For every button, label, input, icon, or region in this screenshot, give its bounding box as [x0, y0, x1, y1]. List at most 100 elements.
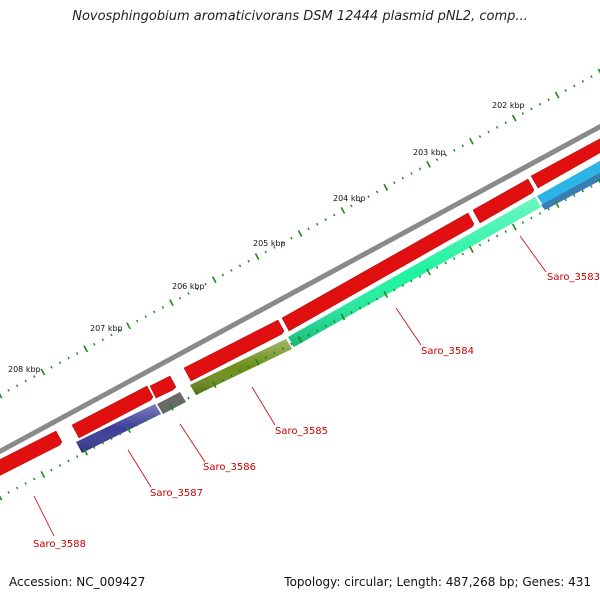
- tick-mark: [297, 230, 303, 237]
- forward-strand-genes: [0, 136, 600, 478]
- tick-mark: [273, 245, 276, 249]
- inner-tick-mark: [478, 243, 482, 247]
- tick-mark: [290, 236, 293, 240]
- tick-mark: [393, 181, 396, 185]
- tick-mark: [410, 172, 413, 175]
- inner-tick-mark: [7, 491, 10, 494]
- inner-tick-mark: [126, 426, 131, 433]
- gene-saro-3586-cds[interactable]: [157, 392, 186, 414]
- inner-tick-mark: [101, 441, 105, 445]
- tick-ring: [0, 68, 600, 399]
- kbp-label-208: 208 kbp: [8, 365, 41, 374]
- gene-saro-3583-cds[interactable]: [537, 158, 600, 205]
- inner-tick-mark: [418, 275, 422, 278]
- tick-mark: [597, 68, 600, 74]
- tick-mark: [504, 121, 507, 125]
- tick-mark: [118, 329, 122, 332]
- tick-mark: [230, 269, 233, 272]
- inner-tick-mark: [290, 342, 293, 346]
- tick-mark: [564, 89, 567, 92]
- kbp-label-202: 202 kbp: [492, 101, 525, 110]
- inner-tick-mark: [161, 410, 165, 413]
- forward-cds[interactable]: [183, 319, 285, 382]
- inner-tick-mark: [573, 194, 576, 197]
- kbp-label-206: 206 kbp: [172, 282, 205, 291]
- kbp-label-203: 203 kbp: [413, 148, 446, 157]
- tick-mark: [67, 356, 70, 360]
- gene-label-saro-3587[interactable]: Saro_3587: [150, 488, 203, 499]
- kbp-label-204: 204 kbp: [333, 194, 366, 203]
- inner-tick-mark: [238, 369, 242, 373]
- gene-label-saro-3583[interactable]: Saro_3583: [547, 272, 600, 283]
- gene-label-saro-3584[interactable]: Saro_3584: [421, 346, 474, 357]
- tick-mark: [307, 227, 310, 231]
- callout-saro-3583: [519, 235, 547, 273]
- inner-tick-mark: [358, 306, 362, 310]
- gene-label-saro-3586[interactable]: Saro_3586: [203, 462, 256, 473]
- tick-mark: [33, 375, 36, 378]
- inner-tick-mark: [195, 392, 199, 395]
- inner-tick-mark: [521, 221, 525, 224]
- kbp-labels: 202 kbp 203 kbp 204 kbp 205 kbp 206 kbp …: [8, 101, 525, 374]
- inner-tick-mark: [324, 324, 327, 328]
- tick-mark: [538, 102, 542, 106]
- reverse-strand-genes: [76, 158, 600, 453]
- inner-tick-mark: [169, 403, 174, 411]
- inner-tick-mark: [453, 257, 456, 260]
- tick-mark: [461, 144, 465, 148]
- tick-mark: [211, 276, 217, 284]
- inner-tick-mark: [383, 291, 389, 298]
- tick-mark: [58, 361, 62, 365]
- tick-mark: [264, 250, 267, 254]
- forward-cds[interactable]: [472, 178, 535, 224]
- gene-saro-3583b-cds[interactable]: [541, 170, 600, 210]
- tick-mark: [7, 388, 10, 392]
- tick-mark: [247, 259, 250, 263]
- inner-tick-mark: [187, 396, 190, 400]
- tick-mark: [135, 319, 139, 323]
- inner-tick-mark: [211, 381, 217, 388]
- forward-cds[interactable]: [71, 385, 154, 439]
- inner-tick-mark: [435, 266, 439, 269]
- inner-tick-mark: [393, 288, 396, 292]
- inner-tick-mark: [367, 302, 370, 305]
- kbp-label-207: 207 kbp: [90, 324, 123, 333]
- inner-tick-mark: [297, 336, 303, 343]
- tick-mark: [238, 264, 242, 268]
- tick-mark: [444, 153, 447, 157]
- inner-tick-mark: [83, 448, 89, 456]
- callout-saro-3588: [33, 495, 55, 537]
- inner-tick-mark: [410, 279, 413, 283]
- inner-tick-mark: [247, 365, 250, 368]
- tick-mark: [340, 206, 346, 214]
- tick-mark: [469, 137, 474, 145]
- backbone-track: [0, 123, 600, 455]
- tick-mark: [547, 98, 550, 102]
- inner-tick-mark: [469, 246, 474, 253]
- tick-mark: [281, 241, 285, 245]
- gene-label-saro-3588[interactable]: Saro_3588: [33, 539, 86, 550]
- tick-mark: [187, 292, 190, 295]
- inner-tick-mark: [554, 201, 560, 208]
- inner-tick-mark: [144, 419, 147, 422]
- forward-cds[interactable]: [149, 375, 177, 399]
- inner-tick-mark: [33, 477, 36, 481]
- tick-mark: [573, 84, 576, 88]
- inner-tick-mark: [93, 446, 96, 449]
- inner-tick-mark: [204, 387, 207, 391]
- forward-cds[interactable]: [281, 212, 475, 332]
- tick-mark: [75, 352, 79, 355]
- tick-mark: [453, 149, 456, 152]
- inner-tick-mark: [15, 486, 19, 490]
- inner-tick-ring: [0, 178, 600, 501]
- inner-tick-mark: [50, 468, 53, 472]
- forward-cds[interactable]: [530, 136, 600, 189]
- tick-mark: [110, 333, 113, 337]
- tick-mark: [487, 130, 490, 134]
- gene-callouts: [33, 235, 547, 537]
- gene-label-saro-3585[interactable]: Saro_3585: [275, 426, 328, 437]
- forward-cds[interactable]: [0, 430, 63, 478]
- inner-tick-mark: [401, 284, 405, 287]
- callout-saro-3584: [395, 307, 422, 346]
